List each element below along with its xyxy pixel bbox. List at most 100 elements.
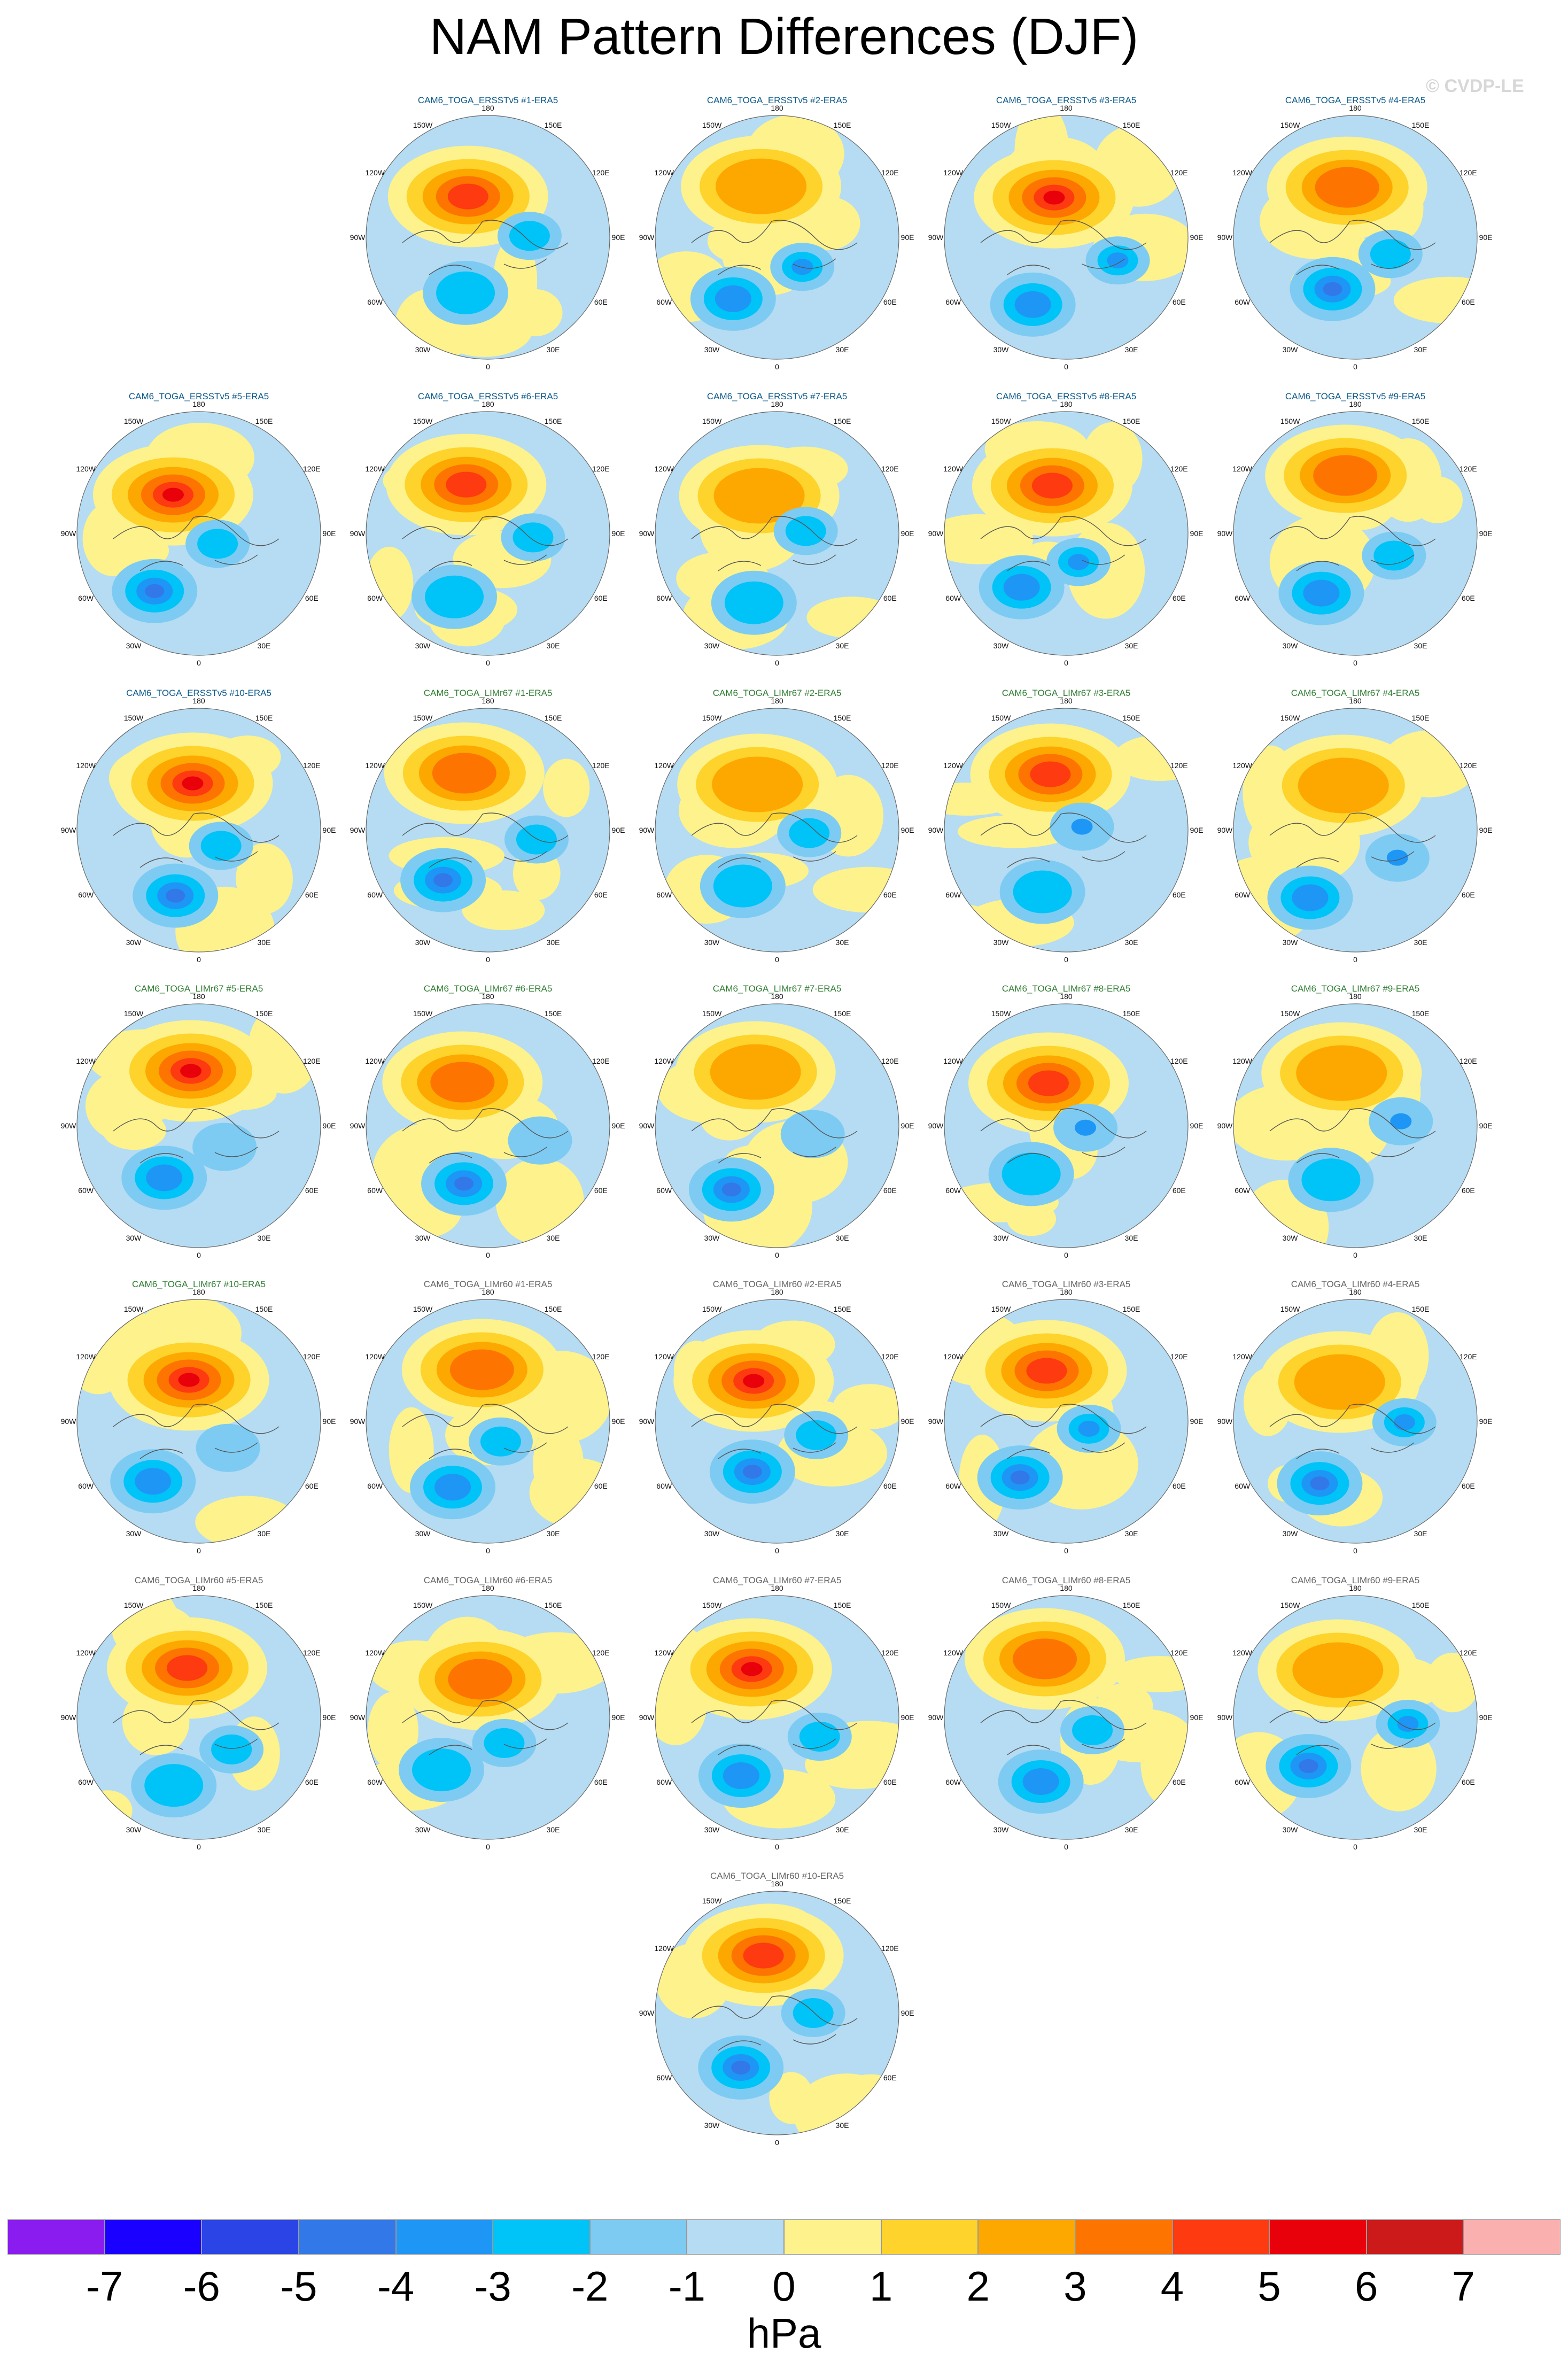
cvdp-watermark: © CVDP-LE: [1426, 76, 1524, 96]
longitude-label: 30E: [1414, 938, 1427, 947]
negative-contour: [793, 1998, 834, 2029]
negative-contour: [200, 831, 242, 861]
map-border: [366, 708, 610, 953]
longitude-label: 90W: [60, 1121, 76, 1130]
polar-map: [655, 1003, 899, 1248]
longitude-label: 0: [486, 1251, 490, 1259]
map-border: [366, 115, 610, 360]
longitude-label: 180: [482, 400, 494, 408]
longitude-label: 180: [192, 1584, 205, 1592]
polar-map: [1233, 115, 1478, 360]
map-panel: CAM6_TOGA_LIMr60 #8-ERA5 180 150E 120E 90E 60…: [922, 1575, 1210, 1853]
map-border: [655, 411, 899, 656]
map-panel: CAM6_TOGA_ERSSTv5 #10-ERA5 180 150E 120E 90E…: [55, 688, 343, 966]
colorbar-tick-label: 0: [772, 2263, 796, 2310]
longitude-label: 30W: [704, 1529, 720, 1538]
longitude-label: 60E: [1172, 1778, 1186, 1786]
positive-contour: [741, 1662, 763, 1676]
longitude-label: 90W: [1217, 1713, 1233, 1722]
longitude-label: 60W: [367, 1778, 383, 1786]
longitude-label: 90E: [611, 233, 625, 242]
longitude-label: 90W: [928, 826, 944, 834]
map-border: [76, 411, 321, 656]
polar-map: [655, 1595, 899, 1840]
longitude-label: 30W: [126, 641, 142, 650]
positive-contour: [806, 597, 898, 638]
map-panel: CAM6_TOGA_LIMr60 #6-ERA5 180 150E 120E 90E 60…: [344, 1575, 632, 1853]
longitude-label: 30E: [546, 938, 560, 947]
negative-contour: [1299, 1759, 1318, 1773]
longitude-label: 30E: [835, 2120, 849, 2130]
longitude-label: 180: [192, 992, 205, 1001]
longitude-label: 60W: [656, 1482, 672, 1490]
longitude-label: 60W: [945, 594, 961, 602]
longitude-label: 30W: [1282, 1529, 1298, 1538]
map-border: [655, 1891, 899, 2135]
colorbar-box: [978, 2219, 1075, 2255]
map-panel: CAM6_TOGA_LIMr67 #9-ERA5 180 150E 120E 90E 60…: [1211, 984, 1500, 1261]
longitude-label: 150E: [1122, 1305, 1140, 1314]
coastline: [113, 812, 280, 868]
longitude-label: 30W: [126, 1233, 142, 1242]
longitude-label: 180: [482, 104, 494, 112]
negative-contour: [192, 1123, 257, 1171]
panel-title: CAM6_TOGA_LIMr67 #5-ERA5: [134, 984, 263, 994]
longitude-label: 0: [486, 659, 490, 667]
colorbar-tick-label: 7: [1451, 2263, 1476, 2310]
longitude-label: 150W: [1280, 1601, 1300, 1610]
longitude-label: 90W: [639, 233, 655, 242]
negative-contour: [425, 575, 484, 618]
longitude-label: 120E: [1459, 465, 1477, 473]
coastline: [402, 1404, 569, 1459]
longitude-label: 150E: [544, 1305, 562, 1314]
longitude-label: 150W: [991, 417, 1011, 426]
panel-title: CAM6_TOGA_ERSSTv5 #2-ERA5: [707, 95, 848, 105]
longitude-label: 60W: [78, 594, 94, 602]
negative-contour: [1292, 884, 1329, 911]
colorbar-tick-label: -4: [377, 2263, 415, 2310]
colorbar-box: [7, 2219, 105, 2255]
colorbar-box: [784, 2219, 881, 2255]
negative-contour: [516, 824, 557, 855]
longitude-label: 30W: [415, 1825, 431, 1834]
longitude-label: 120W: [76, 1057, 96, 1065]
longitude-label: 120W: [365, 761, 385, 770]
longitude-label: 120W: [1232, 168, 1252, 177]
polar-map: [76, 411, 321, 656]
colorbar-tick-label: 3: [1064, 2263, 1087, 2310]
colorbar-tick-label: 4: [1160, 2263, 1184, 2310]
longitude-label: 0: [775, 1546, 779, 1555]
coastline: [980, 1404, 1147, 1459]
negative-contour: [1301, 1158, 1361, 1202]
longitude-label: 0: [197, 955, 201, 964]
longitude-label: 0: [1353, 1251, 1357, 1259]
longitude-label: 60W: [656, 594, 672, 602]
longitude-label: 60W: [656, 1186, 672, 1195]
coastline: [691, 220, 858, 275]
longitude-label: 60W: [78, 1482, 94, 1490]
colorbar-box: [1269, 2219, 1367, 2255]
longitude-label: 90E: [901, 1121, 914, 1130]
colorbar-tick-label: 5: [1257, 2263, 1281, 2310]
longitude-label: 150E: [255, 714, 273, 723]
negative-contour: [715, 285, 751, 312]
longitude-label: 90E: [322, 1417, 336, 1426]
longitude-label: 120W: [654, 1944, 674, 1953]
longitude-label: 120E: [302, 761, 321, 770]
negative-contour: [1022, 1768, 1059, 1795]
longitude-label: 150E: [833, 1601, 851, 1610]
colorbar-tick-label: -6: [183, 2263, 220, 2310]
negative-contour: [713, 864, 772, 908]
longitude-label: 120E: [1170, 1057, 1188, 1065]
longitude-label: 150E: [255, 1601, 273, 1610]
colorbar-tick-label: -2: [571, 2263, 609, 2310]
longitude-label: 150E: [1411, 1305, 1430, 1314]
longitude-label: 120W: [654, 465, 674, 473]
longitude-label: 0: [486, 1546, 490, 1555]
panel-title: CAM6_TOGA_ERSSTv5 #1-ERA5: [417, 95, 558, 105]
longitude-label: 60E: [883, 298, 897, 306]
panel-title: CAM6_TOGA_LIMr60 #9-ERA5: [1291, 1575, 1420, 1585]
longitude-label: 90W: [350, 233, 366, 242]
longitude-label: 180: [1060, 1584, 1073, 1592]
longitude-label: 90W: [350, 1121, 366, 1130]
